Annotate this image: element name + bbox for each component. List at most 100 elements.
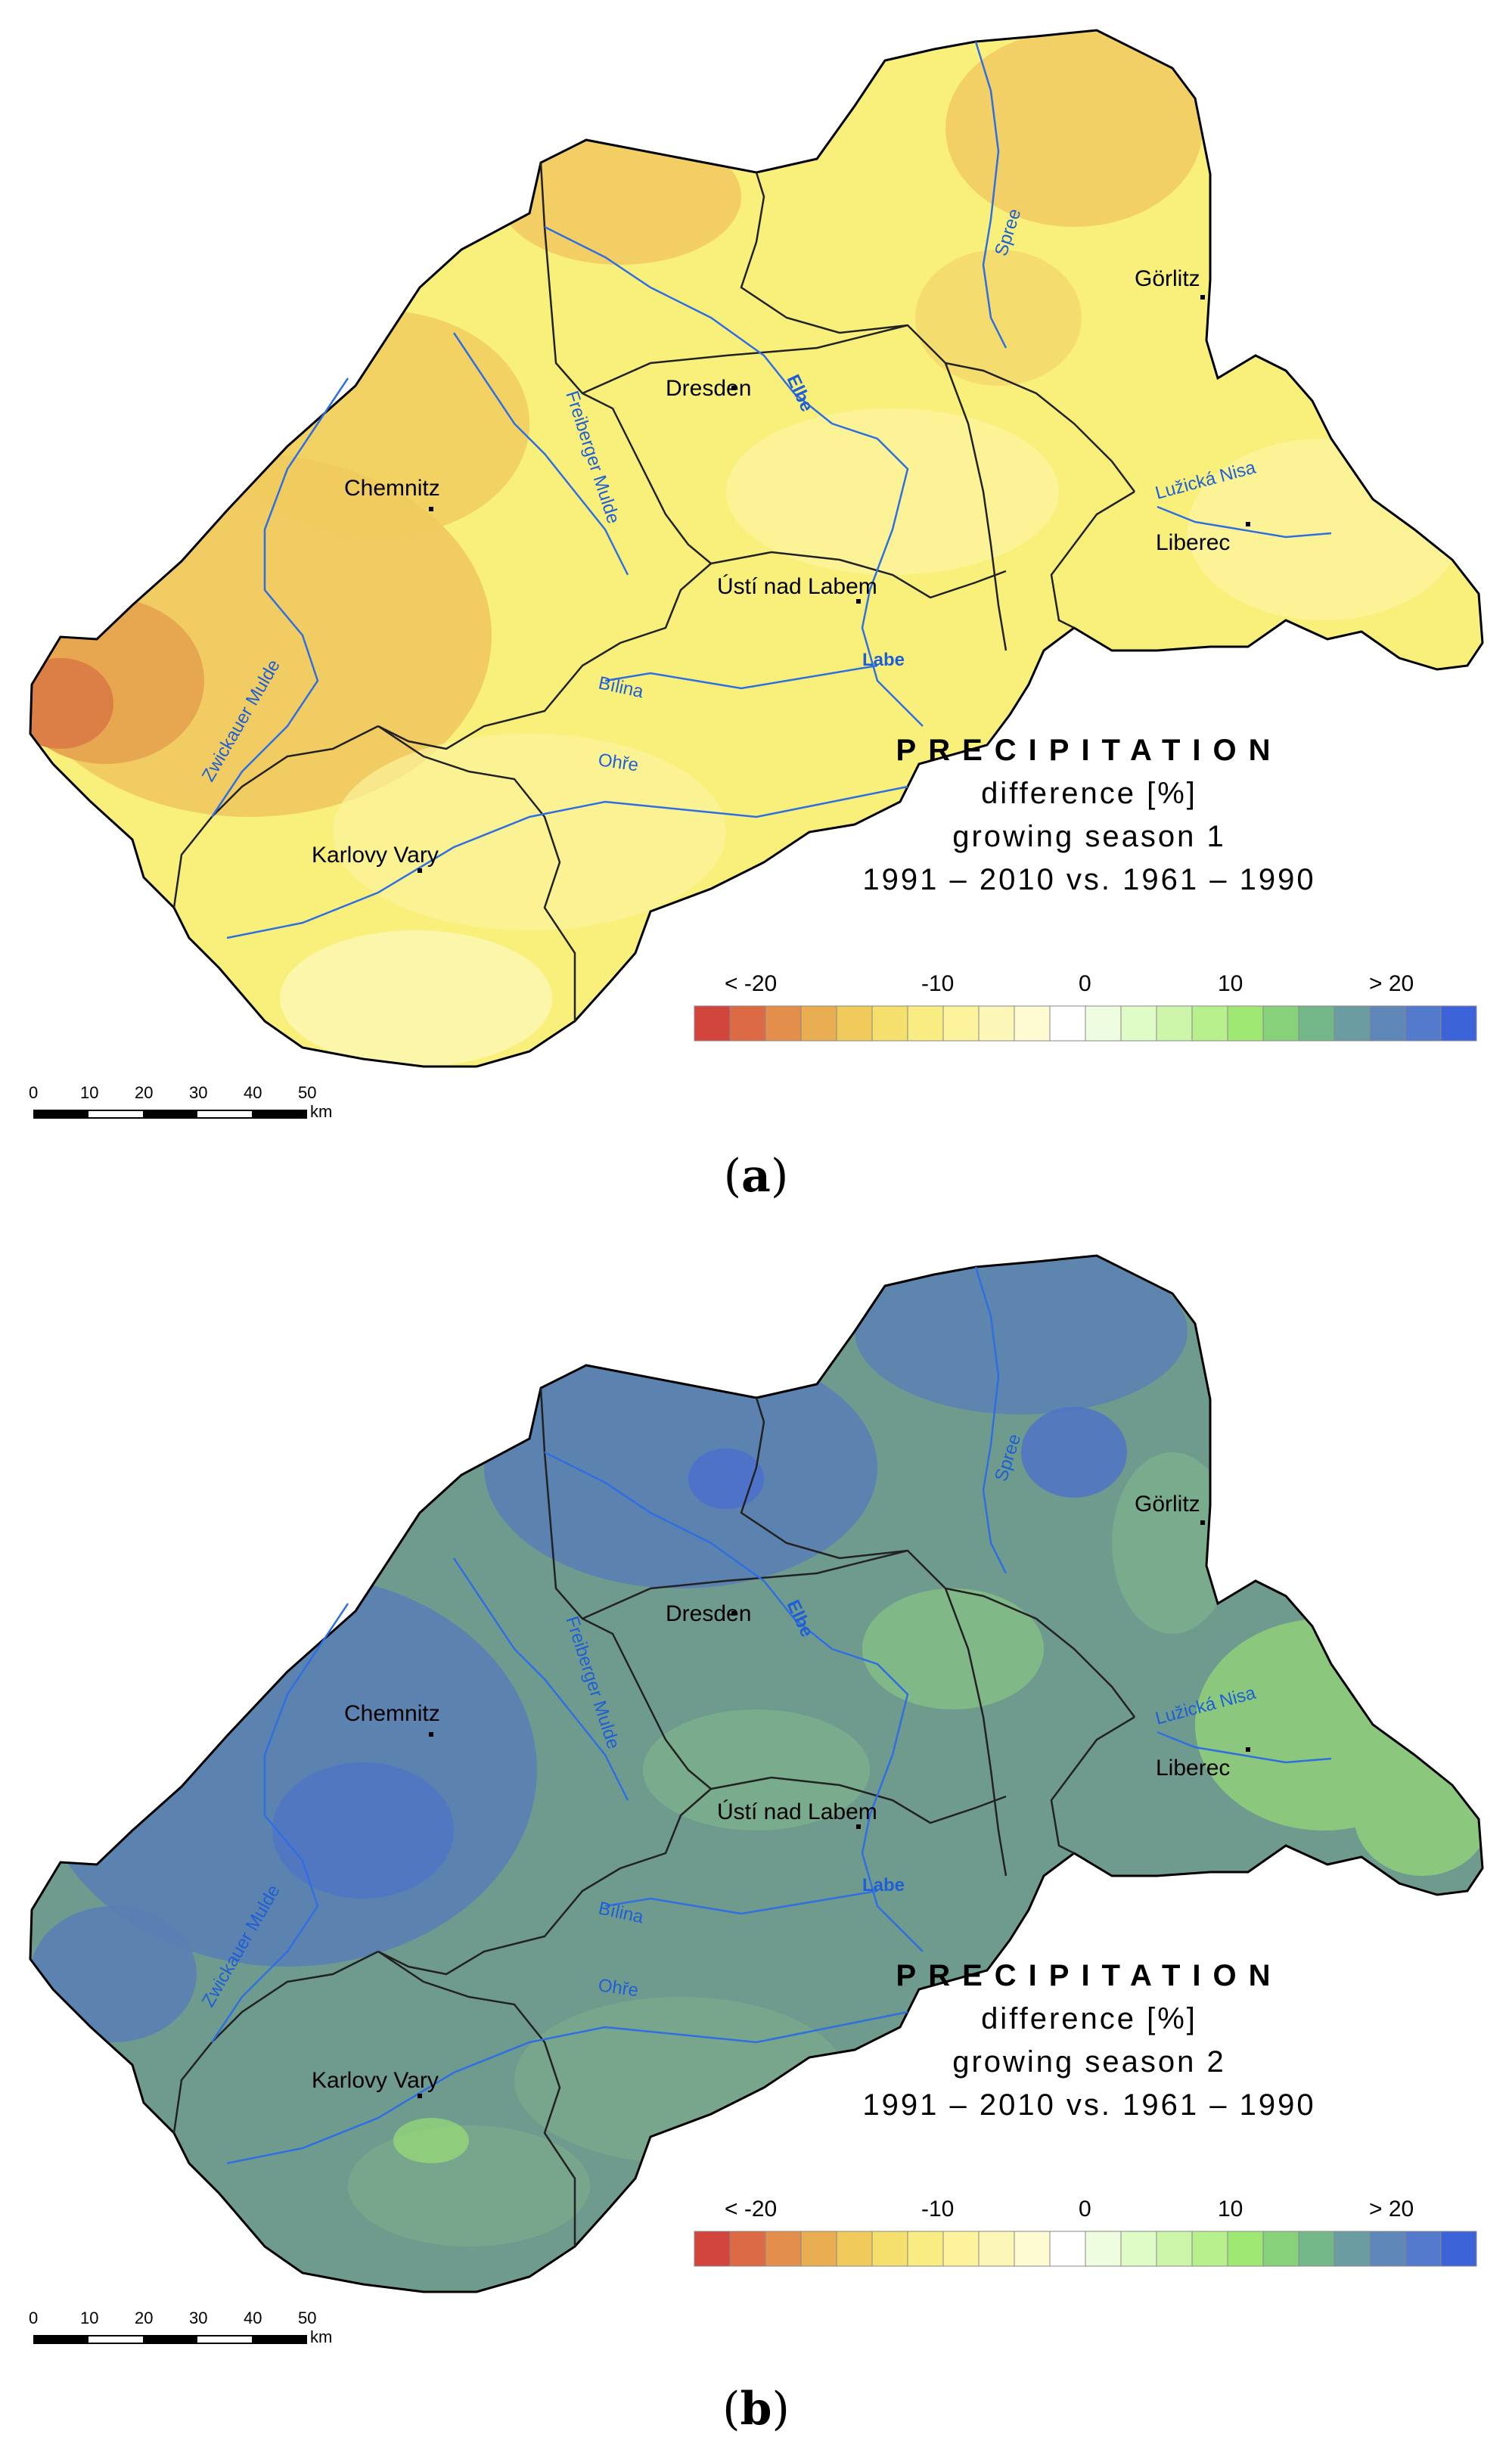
colorbar-cell: [694, 2231, 731, 2267]
river-label-labe: Labe: [862, 1875, 905, 1896]
svg-text:0: 0: [1079, 2197, 1091, 2222]
colorbar-cell: [1120, 2231, 1157, 2267]
svg-text:-10: -10: [921, 2197, 954, 2222]
svg-text:10: 10: [80, 2309, 98, 2327]
colorbar-cell: [1298, 1005, 1335, 1042]
legend-a: PRECIPITATION difference [%] growing sea…: [688, 734, 1490, 897]
city-label-chemnitz: Chemnitz: [344, 1701, 440, 1726]
svg-text:0: 0: [29, 1083, 38, 1102]
colorbar-cell: [1085, 1005, 1122, 1042]
city-label-liberec: Liberec: [1156, 530, 1230, 555]
scale-bar: 0 10 20 30 40 50 km: [29, 2309, 332, 2346]
panel-b: Spree Elbe Freiberger Mulde Lužická Nisa…: [0, 1225, 1512, 2456]
city-label-gorlitz: Görlitz: [1135, 266, 1200, 291]
colorbar-cell: [836, 1005, 873, 1042]
legend-b: PRECIPITATION difference [%] growing sea…: [688, 1959, 1490, 2122]
legend-line-2: growing season 1: [952, 820, 1226, 853]
colorbar-cell: [694, 1005, 731, 1042]
colorbar-cell: [942, 1005, 980, 1042]
scale-bar: 0 10 20 30 40 50 km: [29, 1083, 332, 1121]
panel-label-b: (b): [722, 2383, 790, 2436]
colorbar-cell: [1049, 1005, 1086, 1042]
colorbar-cell: [1298, 2231, 1335, 2267]
colorbar-cell: [1405, 2231, 1442, 2267]
colorbar-cell: [1014, 1005, 1051, 1042]
svg-text:50: 50: [298, 1083, 316, 1102]
city-label-gorlitz: Görlitz: [1135, 1492, 1200, 1517]
colorbar-cell: [907, 2231, 944, 2267]
svg-text:0: 0: [1079, 971, 1091, 996]
colorbar-cell: [1333, 1005, 1371, 1042]
colorbar-cell: [871, 1005, 908, 1042]
legend-line-3: 1991 – 2010 vs. 1961 – 1990: [862, 2088, 1316, 2122]
colorbar-cell: [1333, 2231, 1371, 2267]
svg-text:< -20: < -20: [725, 2197, 777, 2222]
svg-text:10: 10: [80, 1083, 98, 1102]
precipitation-map-a: Spree Elbe Freiberger Mulde Lužická Nisa…: [29, 29, 1484, 1121]
colorbar-cell: [1262, 2231, 1299, 2267]
svg-text:50: 50: [298, 2309, 316, 2327]
colorbar-cell: [765, 1005, 802, 1042]
colorbar-cell: [1440, 1005, 1477, 1042]
svg-text:> 20: > 20: [1369, 2197, 1414, 2222]
city-label-usti-nad-labem: Ústí nad Labem: [717, 574, 877, 599]
colorbar-cell: [1120, 1005, 1157, 1042]
colorbar-cell: [1156, 2231, 1193, 2267]
city-markers: [418, 1520, 1250, 2098]
colorbar-cell: [942, 2231, 980, 2267]
city-markers: [418, 295, 1250, 873]
svg-text:40: 40: [244, 2309, 262, 2327]
colorbar-a: < -20 -10 0 10 > 20: [694, 971, 1477, 1042]
svg-text:20: 20: [135, 1083, 153, 1102]
legend-line-2: growing season 2: [952, 2045, 1226, 2079]
svg-text:30: 30: [189, 1083, 207, 1102]
city-label-karlovy-vary: Karlovy Vary: [312, 843, 439, 868]
svg-text:10: 10: [1218, 971, 1243, 996]
city-label-dresden: Dresden: [666, 1601, 751, 1626]
colorbar-cell: [978, 1005, 1015, 1042]
svg-text:km: km: [310, 1102, 332, 1121]
colorbar-cell: [907, 1005, 944, 1042]
colorbar-cell: [1014, 2231, 1051, 2267]
legend-line-1: difference [%]: [981, 2002, 1197, 2035]
colorbar-cell: [1440, 2231, 1477, 2267]
city-label-usti-nad-labem: Ústí nad Labem: [717, 1799, 877, 1824]
precipitation-map-b: Spree Elbe Freiberger Mulde Lužická Nisa…: [29, 1254, 1484, 2346]
panel-a: Spree Elbe Freiberger Mulde Lužická Nisa…: [0, 0, 1512, 1225]
colorbar-b: < -20 -10 0 10 > 20: [694, 2197, 1477, 2267]
svg-text:> 20: > 20: [1369, 971, 1414, 996]
colorbar-cell: [729, 1005, 766, 1042]
colorbar-cell: [1191, 1005, 1228, 1042]
colorbar-cell: [765, 2231, 802, 2267]
svg-text:km: km: [310, 2327, 332, 2346]
svg-text:< -20: < -20: [725, 971, 777, 996]
colorbar-cell: [871, 2231, 908, 2267]
city-label-karlovy-vary: Karlovy Vary: [312, 2068, 439, 2093]
colorbar-cell: [1262, 1005, 1299, 1042]
legend-line-1: difference [%]: [981, 777, 1197, 810]
colorbar-cell: [1369, 2231, 1406, 2267]
legend-line-3: 1991 – 2010 vs. 1961 – 1990: [862, 863, 1316, 896]
colorbar-cell: [978, 2231, 1015, 2267]
colorbar-cell: [1085, 2231, 1122, 2267]
colorbar-cell: [1227, 1005, 1264, 1042]
colorbar-cell: [800, 1005, 837, 1042]
colorbar-cell: [836, 2231, 873, 2267]
svg-text:0: 0: [29, 2309, 38, 2327]
legend-title: PRECIPITATION: [896, 734, 1283, 767]
svg-text:20: 20: [135, 2309, 153, 2327]
legend-title: PRECIPITATION: [896, 1959, 1283, 1992]
colorbar-cell: [1191, 2231, 1228, 2267]
svg-text:30: 30: [189, 2309, 207, 2327]
city-label-liberec: Liberec: [1156, 1756, 1230, 1781]
panel-label-a: (a): [723, 1150, 789, 1203]
colorbar-cell: [1227, 2231, 1264, 2267]
river-label-labe: Labe: [862, 650, 905, 670]
colorbar-cell: [1049, 2231, 1086, 2267]
colorbar-cell: [729, 2231, 766, 2267]
city-label-chemnitz: Chemnitz: [344, 476, 440, 501]
svg-text:-10: -10: [921, 971, 954, 996]
svg-text:10: 10: [1218, 2197, 1243, 2222]
colorbar-cell: [800, 2231, 837, 2267]
colorbar-cell: [1156, 1005, 1193, 1042]
